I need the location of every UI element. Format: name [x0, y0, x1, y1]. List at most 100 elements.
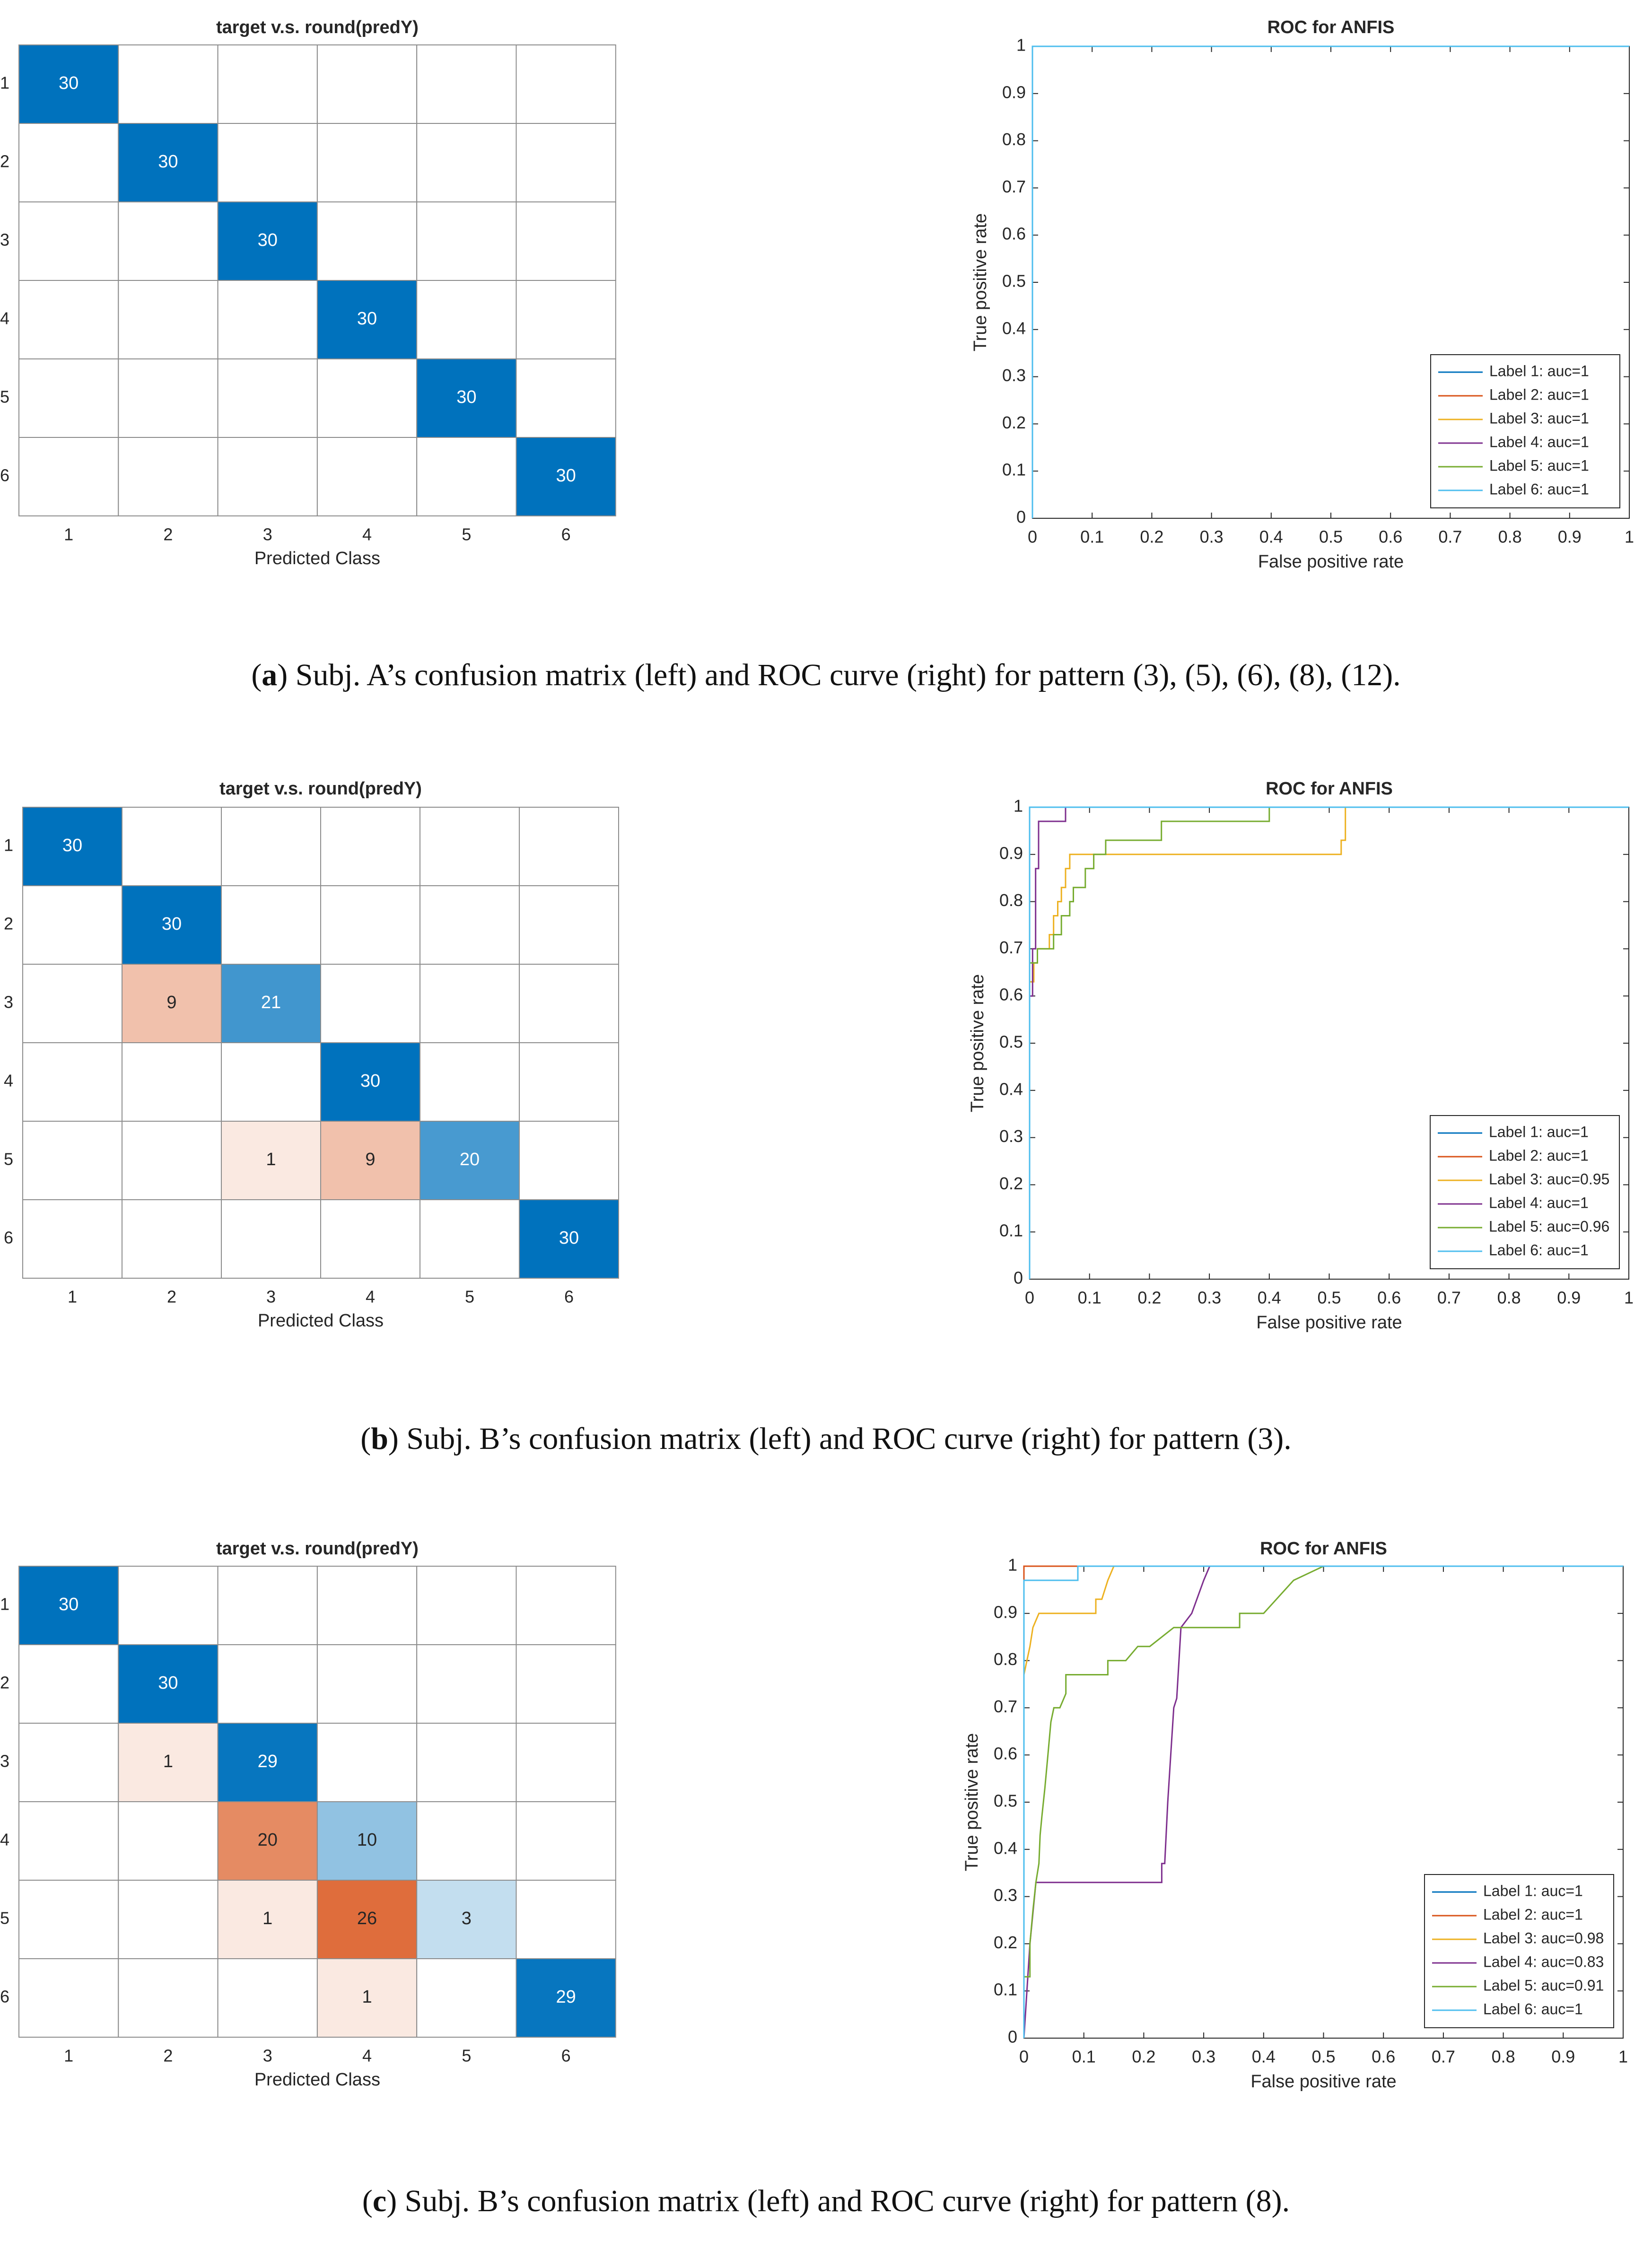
cm-cell [122, 1199, 222, 1279]
roc-xtick-label: 0.7 [1432, 2047, 1455, 2067]
cm-cell-value: 30 [59, 73, 79, 93]
cm-cell-value: 9 [166, 993, 176, 1012]
roc-xtick-label: 0.8 [1498, 527, 1522, 547]
roc-xtick-label: 0.6 [1377, 1288, 1401, 1308]
roc-ytick-label: 0.2 [999, 1174, 1023, 1193]
cm-col-tick: 5 [462, 2046, 471, 2066]
cm-cell [118, 358, 219, 438]
roc-ytick-label: 1 [1014, 796, 1023, 816]
cm-cell [516, 280, 616, 359]
cm-row-tick: 5 [0, 1909, 9, 1928]
cm-row-tick: 2 [4, 914, 13, 933]
cm-row-tick: 1 [0, 1595, 9, 1614]
cm-cell [18, 1644, 119, 1724]
roc-series-line [1029, 806, 1629, 1279]
roc-ytick-label: 0.8 [999, 890, 1023, 910]
cm-cell [18, 1880, 119, 1959]
cm-cell [516, 1880, 616, 1959]
cm-cell [516, 437, 616, 516]
cm-cell [416, 44, 517, 124]
roc-chart-a: ROC for ANFIS 0 0.1 0.2 0.3 0.4 0.5 0.6 0.7 0.8 0.… [970, 17, 1634, 572]
cm-cell [516, 123, 616, 202]
cm-col-tick: 1 [64, 525, 73, 544]
roc-xtick-label: 0.1 [1078, 1288, 1101, 1308]
roc-xtick-label: 0.4 [1258, 1288, 1281, 1308]
roc-legend-label: Label 4: auc=0.83 [1483, 1953, 1604, 1970]
cm-cell [420, 885, 520, 965]
roc-xtick-label: 0.8 [1497, 1288, 1521, 1308]
cm-cell-value: 30 [357, 309, 377, 329]
cm-col-tick: 6 [561, 525, 571, 544]
roc-xtick-label: 0.9 [1558, 527, 1582, 547]
cm-cell [420, 807, 520, 886]
cm-col-tick: 2 [167, 1287, 176, 1307]
roc-xlabel: False positive rate [1250, 2072, 1396, 2092]
cm-cell [18, 1801, 119, 1881]
cm-cell-value: 21 [261, 993, 281, 1012]
cm-col-tick: 4 [362, 2046, 372, 2066]
cm-cell-value: 20 [258, 1830, 278, 1850]
cm-cell [519, 1199, 619, 1279]
cm-cell [221, 1121, 321, 1200]
cm-col-tick: 4 [366, 1287, 375, 1307]
cm-cell [217, 280, 318, 359]
roc-ytick-label: 0.4 [1002, 318, 1026, 338]
roc-xlabel: False positive rate [1258, 552, 1404, 572]
roc-ytick-label: 0.5 [999, 1032, 1023, 1052]
cm-cell [18, 44, 119, 124]
caption-b-text: ) Subj. B’s confusion matrix (left) and … [388, 1421, 1292, 1456]
cm-cell-value: 1 [362, 1987, 372, 2007]
roc-xlabel: False positive rate [1256, 1313, 1402, 1333]
cm-cell [519, 964, 619, 1043]
caption-b-letter: b [371, 1421, 388, 1456]
roc-ytick-label: 0.7 [1002, 177, 1026, 196]
cm-cell [416, 1801, 517, 1881]
cm-cell [416, 437, 517, 516]
roc-series-line [1029, 806, 1629, 1279]
roc-legend-label: Label 5: auc=1 [1489, 457, 1589, 474]
cm-xlabel: Predicted Class [254, 549, 380, 568]
cm-cell [221, 885, 321, 965]
cm-cell [221, 1042, 321, 1122]
roc-legend-label: Label 1: auc=1 [1489, 1123, 1589, 1140]
roc-ytick-label: 0.3 [1002, 366, 1026, 385]
confusion-matrix-a: target v.s. round(predY) 30 1 30 2 30 3 30 4 30 5 3… [0, 17, 616, 568]
cm-cell-value: 26 [357, 1909, 377, 1928]
roc-xtick-label: 0.5 [1311, 2047, 1335, 2067]
roc-ytick-label: 0.5 [994, 1791, 1017, 1811]
cm-col-tick: 2 [163, 525, 173, 544]
cm-cell [320, 964, 420, 1043]
cm-cell [316, 1723, 418, 1802]
roc-xtick-label: 0.5 [1319, 527, 1343, 547]
cm-cell [516, 358, 616, 438]
roc-chart-b: ROC for ANFIS 0 0.1 0.2 0.3 0.4 0.5 0.6 0.7 0.8 0.… [968, 779, 1634, 1333]
roc-xtick-label: 0.8 [1492, 2047, 1515, 2067]
cm-cell-value: 1 [266, 1150, 276, 1169]
cm-cell [416, 1566, 517, 1645]
roc-ytick-label: 0 [1016, 507, 1026, 527]
roc-legend-label: Label 2: auc=1 [1483, 1906, 1583, 1923]
cm-cell-value: 30 [59, 1595, 79, 1614]
caption-a-letter: a [262, 658, 278, 692]
roc-legend-label: Label 2: auc=1 [1489, 1147, 1589, 1164]
cm-row-tick: 4 [0, 309, 9, 328]
roc-series-line [1023, 1565, 1623, 2038]
roc-ytick-label: 0.8 [1002, 130, 1026, 149]
cm-cell [217, 1801, 318, 1881]
roc-ytick-label: 0.7 [994, 1697, 1017, 1716]
roc-legend-label: Label 2: auc=1 [1489, 386, 1589, 403]
cm-cell [516, 1723, 616, 1802]
cm-xlabel: Predicted Class [258, 1311, 384, 1331]
cm-cell [18, 123, 119, 202]
roc-ytick-label: 0.8 [994, 1649, 1017, 1669]
cm-cell [320, 885, 420, 965]
cm-row-tick: 1 [0, 73, 9, 93]
roc-xtick-label: 1 [1625, 527, 1634, 547]
roc-legend-box [1424, 1874, 1614, 2028]
roc-series-line [1029, 806, 1629, 1279]
roc-xtick-label: 0.1 [1080, 527, 1104, 547]
cm-cell [122, 964, 222, 1043]
cm-cell [316, 1880, 418, 1959]
cm-cell [217, 201, 318, 281]
cm-cell [316, 358, 418, 438]
